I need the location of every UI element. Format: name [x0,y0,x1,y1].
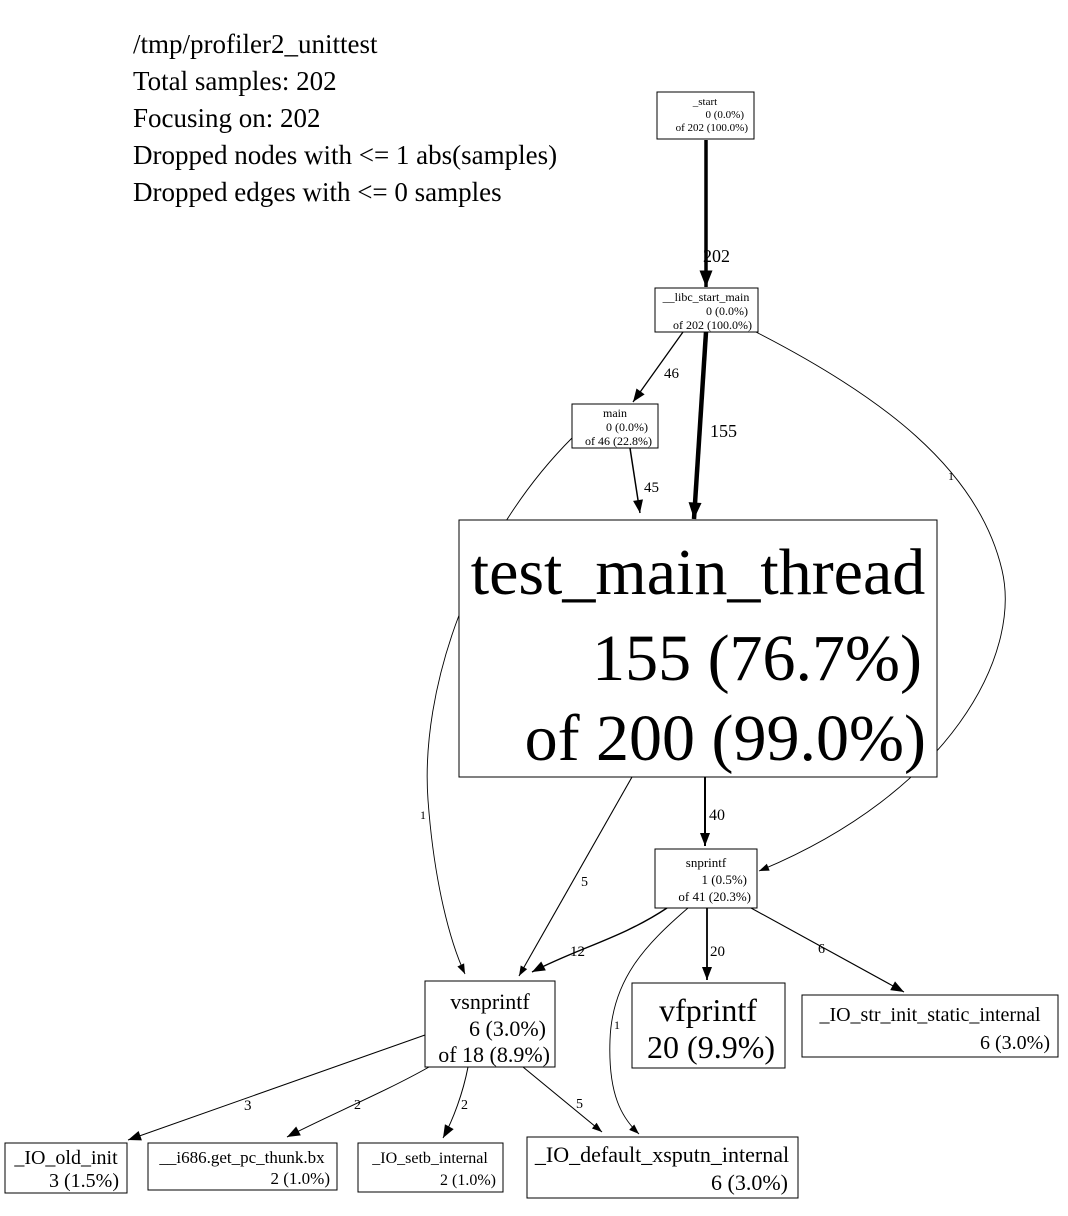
profile-summary-header: /tmp/profiler2_unittest Total samples: 2… [133,26,557,211]
node-main-name: main [603,406,627,420]
edge-vsnprintf-get-pc-thunk [286,1066,430,1138]
node-snprintf-total: of 41 (20.3%) [678,889,751,904]
edge-label-main-tmt: 45 [644,480,659,496]
edge-libc-test-main-thread [688,331,709,520]
node-libc-total: of 202 (100.0%) [673,318,752,332]
edge-label-start-libc: 202 [703,246,730,266]
edge-label-vsnprintf-get-pc-thunk: 2 [354,1098,361,1113]
total-samples-line: Total samples: 202 [133,66,337,96]
node-io-old-init: _IO_old_init 3 (1.5%) [4,1142,128,1194]
edge-vsnprintf-old-init [127,1034,426,1141]
node-snprintf-self: 1 (0.5%) [702,872,748,887]
edge-snprintf-xsputn [609,907,689,1135]
node-vsnprintf: vsnprintf 6 (3.0%) of 18 (8.9%) [424,980,556,1068]
node-setb-name: _IO_setb_internal [371,1150,488,1167]
node-vsnprintf-total: of 18 (8.9%) [438,1042,550,1067]
node-tmt-self: 155 (76.7%) [592,622,922,695]
edge-label-snprintf-vfprintf: 20 [710,944,725,960]
edge-label-libc-tmt: 155 [710,421,737,441]
node-get-pc-thunk-name: __i686.get_pc_thunk.bx [158,1148,325,1167]
node-test-main-thread: test_main_thread 155 (76.7%) of 200 (99.… [458,519,938,778]
node-vsnprintf-self: 6 (3.0%) [469,1016,546,1041]
node-io-setb-internal: _IO_setb_internal 2 (1.0%) [357,1142,504,1193]
node-io-str-init-static-internal: _IO_str_init_static_internal 6 (3.0%) [801,994,1059,1058]
node-setb-self: 2 (1.0%) [440,1172,496,1189]
edge-label-snprintf-vsnprintf: 12 [570,944,585,960]
node-tmt-total: of 200 (99.0%) [525,702,926,775]
node-xsputn-self: 6 (3.0%) [711,1170,788,1195]
edge-snprintf-str-init [750,907,905,993]
node-main: main 0 (0.0%) of 46 (22.8%) [571,403,659,449]
node-vfprintf-self: 20 (9.9%) [647,1029,775,1065]
node-str-init-name: _IO_str_init_static_internal [818,1004,1041,1026]
edge-label-libc-main: 46 [664,366,680,382]
node-io-default-xsputn-internal: _IO_default_xsputn_internal 6 (3.0%) [526,1136,799,1199]
node-snprintf: snprintf 1 (0.5%) of 41 (20.3%) [654,848,758,909]
node-main-self: 0 (0.0%) [606,420,648,434]
node-old-init-self: 3 (1.5%) [49,1170,119,1192]
node-snprintf-name: snprintf [686,855,727,870]
edge-label-main-vsnprintf: 1 [420,808,426,822]
node-xsputn-name: _IO_default_xsputn_internal [534,1142,789,1167]
edge-label-tmt-snprintf: 40 [709,807,725,824]
node-libc-name: __libc_start_main [662,290,750,304]
node-tmt-name: test_main_thread [471,536,926,609]
dropped-edges-line: Dropped edges with <= 0 samples [133,177,502,207]
edge-vsnprintf-xsputn [522,1066,603,1133]
node-start-name: _start [692,96,717,108]
edge-tmt-vsnprintf [518,776,633,977]
edge-libc-snprintf [751,329,1006,872]
edge-label-tmt-vsnprintf: 5 [581,875,588,890]
node-get-pc-thunk-self: 2 (1.0%) [271,1169,330,1188]
edge-libc-main [632,331,684,403]
edge-vsnprintf-setb [442,1066,469,1139]
edge-label-vsnprintf-setb: 2 [461,1098,468,1113]
profile-binary-path: /tmp/profiler2_unittest [133,29,378,59]
node-start-self: 0 (0.0%) [706,109,745,121]
edge-label-vsnprintf-old-init: 3 [244,1098,252,1114]
node-main-total: of 46 (22.8%) [585,434,652,448]
node-old-init-name: _IO_old_init [13,1147,118,1169]
node-i686-get-pc-thunk: __i686.get_pc_thunk.bx 2 (1.0%) [147,1142,338,1191]
node-str-init-self: 6 (3.0%) [980,1032,1050,1054]
focusing-on-line: Focusing on: 202 [133,103,321,133]
node-vfprintf-name: vfprintf [659,992,757,1028]
edge-main-test-main-thread [629,447,643,514]
node-libc-start-main: __libc_start_main 0 (0.0%) of 202 (100.0… [654,287,759,333]
node-start-total: of 202 (100.0%) [676,122,749,134]
edge-snprintf-vsnprintf [531,907,668,973]
node-libc-self: 0 (0.0%) [706,304,748,318]
node-vsnprintf-name: vsnprintf [450,989,530,1014]
edge-label-libc-snprintf: 1 [948,469,954,483]
edge-label-snprintf-xsputn: 1 [614,1018,620,1032]
node-vfprintf: vfprintf 20 (9.9%) [631,982,786,1069]
dropped-nodes-line: Dropped nodes with <= 1 abs(samples) [133,140,558,170]
edge-label-vsnprintf-xsputn: 5 [576,1097,583,1112]
edge-label-snprintf-str-init: 6 [818,942,825,957]
node-start: _start 0 (0.0%) of 202 (100.0%) [656,91,755,140]
